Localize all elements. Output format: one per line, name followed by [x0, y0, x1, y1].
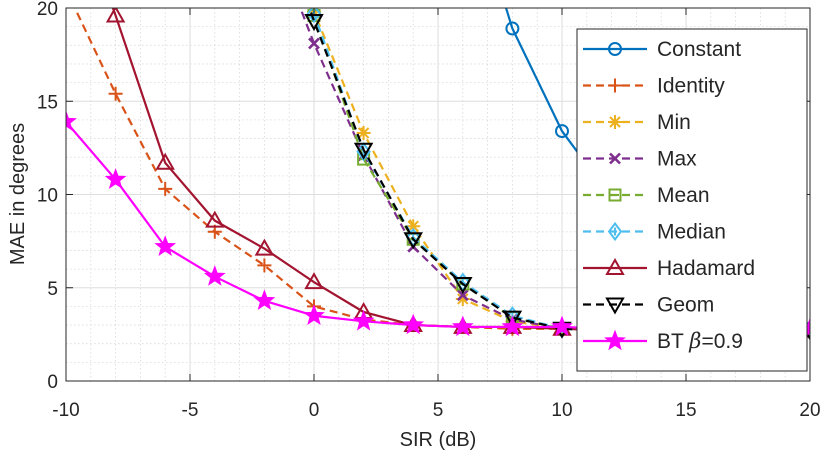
data-point	[308, 37, 320, 50]
data-point	[352, 309, 375, 331]
data-point	[505, 21, 520, 36]
legend: Constant Identity Min Max Mean Median Hadamard…	[576, 28, 808, 372]
legend-swatch-marker	[605, 257, 625, 275]
x-tick-label: 15	[675, 400, 696, 421]
legend-label: Mean	[657, 184, 710, 207]
y-tick-label: 0	[47, 372, 58, 393]
legend-label: Median	[657, 221, 726, 244]
legend-label: Max	[657, 148, 697, 171]
data-point	[66, 110, 77, 132]
legend-swatch-marker	[608, 42, 622, 56]
y-axis-title: MAE in degrees	[7, 123, 29, 265]
series-line	[310, 8, 810, 332]
y-tick-label: 20	[37, 0, 58, 20]
x-axis-title: SIR (dB)	[400, 429, 477, 451]
legend-label: Constant	[657, 38, 741, 61]
legend-swatch-marker	[608, 115, 622, 129]
data-point	[205, 210, 225, 228]
x-tick-label: 5	[433, 400, 444, 421]
data-point	[455, 291, 470, 306]
data-point	[254, 238, 275, 256]
x-tick-label: -5	[182, 400, 199, 421]
legend-item: Median	[583, 221, 726, 244]
data-point	[104, 168, 127, 189]
data-point	[501, 315, 524, 337]
legend-label: Min	[657, 111, 691, 134]
y-tick-label: 15	[37, 92, 58, 113]
legend-item: Max	[583, 148, 697, 171]
data-point	[105, 8, 126, 23]
legend-label: Hadamard	[657, 257, 755, 280]
data-point	[402, 313, 425, 335]
legend-swatch-marker	[609, 152, 621, 165]
x-tick-label: 0	[309, 400, 320, 421]
data-point	[253, 289, 276, 311]
data-point	[403, 232, 423, 250]
x-tick-label: 10	[551, 400, 572, 421]
data-point	[453, 277, 473, 295]
legend-item: Constant	[583, 38, 741, 61]
data-point	[502, 310, 523, 328]
legend-swatch-marker	[608, 78, 622, 93]
y-tick-label: 5	[47, 279, 58, 300]
legend-item: Geom	[583, 294, 714, 317]
data-point	[304, 272, 324, 290]
data-point	[406, 219, 421, 234]
data-point	[551, 315, 573, 337]
y-tick-label: 10	[37, 186, 58, 207]
legend-swatch-marker	[604, 329, 626, 351]
data-point	[456, 289, 469, 302]
tick-labels: -10 -5 0 5 10 15 20 0 5 10 15 20	[37, 0, 821, 421]
data-point	[257, 258, 272, 273]
legend-swatch-marker	[608, 188, 622, 202]
legend-label: Identity	[657, 75, 725, 98]
legend-item: Hadamard	[583, 257, 755, 280]
data-point	[555, 124, 569, 139]
data-point	[203, 265, 226, 286]
legend-item: Min	[583, 111, 691, 134]
data-point	[353, 142, 374, 160]
legend-swatch-marker	[607, 221, 623, 242]
data-point	[154, 235, 177, 256]
legend-label: BT β=0.9	[657, 329, 743, 353]
x-tick-label: -10	[52, 400, 79, 421]
data-point	[155, 152, 175, 170]
data-point	[303, 304, 325, 325]
legend-item: BT β=0.9	[583, 329, 743, 353]
legend-item: Mean	[583, 184, 710, 207]
data-point	[451, 315, 474, 337]
data-point	[108, 86, 123, 101]
data-point	[158, 181, 173, 196]
x-tick-label: 20	[799, 400, 820, 421]
data-point	[304, 14, 324, 32]
series-line	[308, 8, 810, 332]
legend-swatch-marker	[605, 297, 625, 315]
legend-item: Identity	[583, 75, 725, 98]
data-point	[356, 125, 371, 140]
legend-label: Geom	[657, 294, 714, 317]
